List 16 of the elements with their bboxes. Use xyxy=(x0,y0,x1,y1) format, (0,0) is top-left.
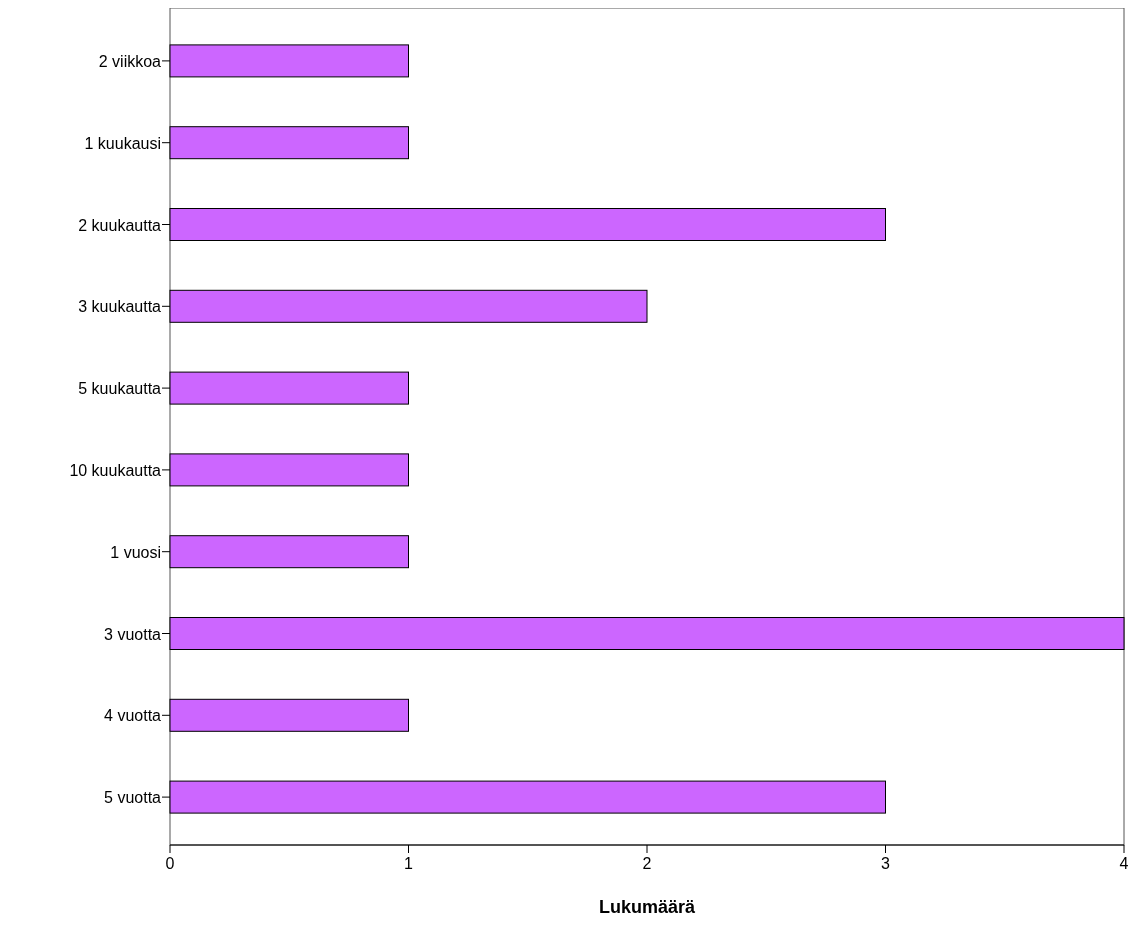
y-tick-label: 5 vuotta xyxy=(104,789,162,807)
y-tick-label: 1 vuosi xyxy=(110,543,161,561)
x-tick-label: 4 xyxy=(1119,855,1129,872)
y-tick-label: 2 viikkoa xyxy=(98,52,162,70)
y-tick-label: 3 vuotta xyxy=(104,625,162,643)
y-tick-label: 10 kuukautta xyxy=(69,461,162,479)
x-axis-title: Lukumäärä xyxy=(598,897,696,917)
x-tick-label: 3 xyxy=(881,855,891,872)
x-tick-label: 0 xyxy=(165,855,175,872)
y-tick-label: 3 kuukautta xyxy=(78,298,162,316)
x-tick-label: 2 xyxy=(642,855,652,872)
y-tick-label: 2 kuukautta xyxy=(78,216,162,234)
y-tick-label: 5 kuukautta xyxy=(78,380,162,398)
y-tick-label: 1 kuukausi xyxy=(84,134,161,152)
y-tick-label: 4 vuotta xyxy=(104,707,162,725)
x-tick-label: 1 xyxy=(404,855,414,872)
